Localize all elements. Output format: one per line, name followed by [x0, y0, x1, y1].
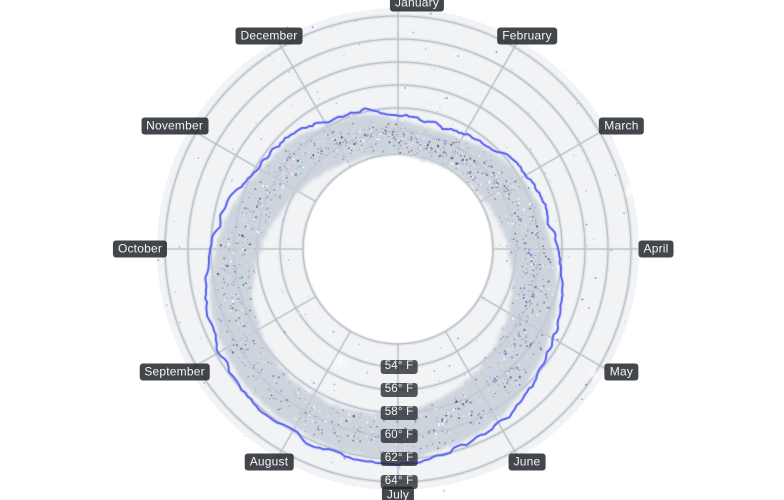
scatter-dots — [216, 120, 555, 454]
bright-noise-spot — [590, 370, 600, 380]
bright-noise-spot — [625, 185, 635, 195]
bright-noise-spot — [335, 357, 345, 367]
